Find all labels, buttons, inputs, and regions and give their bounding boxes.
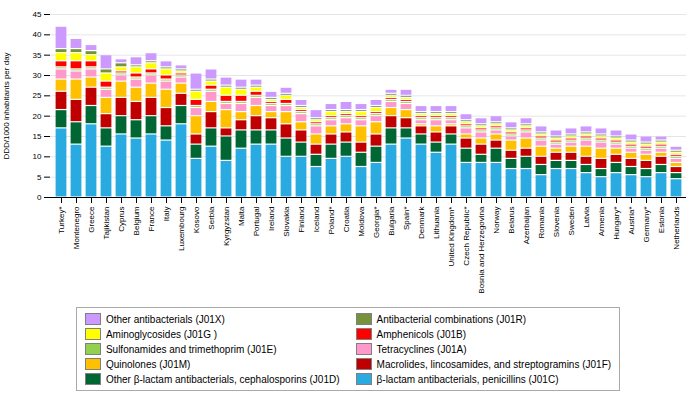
svg-text:Italy: Italy <box>162 207 171 222</box>
svg-text:Romania: Romania <box>537 206 546 239</box>
svg-text:United Kingdom*: United Kingdom* <box>447 207 456 267</box>
svg-text:Greece: Greece <box>87 206 96 233</box>
svg-text:Slovenia: Slovenia <box>552 206 561 237</box>
svg-text:Lithuania: Lithuania <box>432 206 441 239</box>
svg-text:Norway: Norway <box>492 207 501 234</box>
html-text:Other β-lactam antibacterials,: Other β-lactam antibacterials, cephalosp… <box>105 373 340 385</box>
svg-text:Portugal: Portugal <box>252 206 261 236</box>
html-text:Amphenicols (J01B): Amphenicols (J01B) <box>376 328 466 340</box>
svg-text:Malta: Malta <box>237 206 246 226</box>
svg-text:Latvia: Latvia <box>582 206 591 228</box>
svg-text:Germany*: Germany* <box>642 207 651 243</box>
svg-text:Slovakia: Slovakia <box>282 206 291 237</box>
svg-text:Sweden: Sweden <box>567 207 576 236</box>
svg-text:Iceland: Iceland <box>312 207 321 233</box>
svg-text:15: 15 <box>33 132 42 141</box>
svg-text:Luxembourg: Luxembourg <box>177 207 186 251</box>
svg-text:25: 25 <box>33 91 42 100</box>
html-text:β-lactam antibacterials, penic: β-lactam antibacterials, penicillins (J0… <box>376 373 559 385</box>
svg-text:Georgia*: Georgia* <box>372 207 381 239</box>
svg-text:Denmark: Denmark <box>417 206 426 239</box>
svg-text:Bosnia and Herzegovina: Bosnia and Herzegovina <box>477 206 486 294</box>
svg-text:40: 40 <box>33 30 42 39</box>
svg-text:Czech Republic*: Czech Republic* <box>462 207 471 266</box>
html-text:Antibacterial combinations (J0: Antibacterial combinations (J01R) <box>376 313 527 325</box>
svg-text:Kyrgyzstan: Kyrgyzstan <box>222 207 231 247</box>
svg-text:DDD/1000 inhabitants per day: DDD/1000 inhabitants per day <box>2 52 11 159</box>
svg-text:Austria*: Austria* <box>627 207 636 235</box>
svg-text:Bulgaria: Bulgaria <box>387 206 396 236</box>
svg-text:5: 5 <box>37 173 42 182</box>
svg-text:Kosovo: Kosovo <box>192 206 201 233</box>
svg-text:Belarus: Belarus <box>507 207 516 234</box>
html-text:Other antibacterials (J01X): Other antibacterials (J01X) <box>105 313 225 325</box>
svg-text:35: 35 <box>33 51 42 60</box>
svg-text:Hungary*: Hungary* <box>612 207 621 240</box>
svg-text:Belgium: Belgium <box>132 206 141 235</box>
svg-text:France: France <box>147 206 156 231</box>
svg-text:Tajikistan: Tajikistan <box>102 207 111 240</box>
svg-text:Serbia: Serbia <box>207 206 216 230</box>
html-text:Sulfonamides and trimethoprim: Sulfonamides and trimethoprim (J01E) <box>105 343 277 355</box>
svg-text:Montenegro: Montenegro <box>72 206 81 249</box>
svg-text:Ireland: Ireland <box>267 207 276 231</box>
svg-text:Finland: Finland <box>297 207 306 233</box>
svg-text:Netherlands: Netherlands <box>672 207 681 250</box>
svg-text:Estonia: Estonia <box>657 206 666 233</box>
html-text:Macrolides, lincosamides, and: Macrolides, lincosamides, and streptogra… <box>376 358 612 370</box>
svg-text:Poland*: Poland* <box>327 207 336 235</box>
svg-text:10: 10 <box>33 152 42 161</box>
svg-text:Spain*: Spain* <box>402 207 411 231</box>
svg-text:Moldova: Moldova <box>357 206 366 237</box>
svg-text:Turkey*: Turkey* <box>57 207 66 234</box>
svg-text:0: 0 <box>37 193 42 202</box>
svg-text:20: 20 <box>33 112 42 121</box>
svg-text:30: 30 <box>33 71 42 80</box>
svg-text:Croatia: Croatia <box>342 206 351 232</box>
svg-text:45: 45 <box>33 10 42 19</box>
svg-text:Armenia: Armenia <box>597 206 606 236</box>
html-text:Aminoglycosides (J01G ): Aminoglycosides (J01G ) <box>105 328 218 340</box>
svg-text:Cyprus: Cyprus <box>117 207 126 232</box>
svg-text:Azerbaijan: Azerbaijan <box>522 207 531 245</box>
html-text:Quinolones (J01M): Quinolones (J01M) <box>105 358 191 370</box>
html-text:Tetracyclines (J01A): Tetracyclines (J01A) <box>376 343 467 355</box>
